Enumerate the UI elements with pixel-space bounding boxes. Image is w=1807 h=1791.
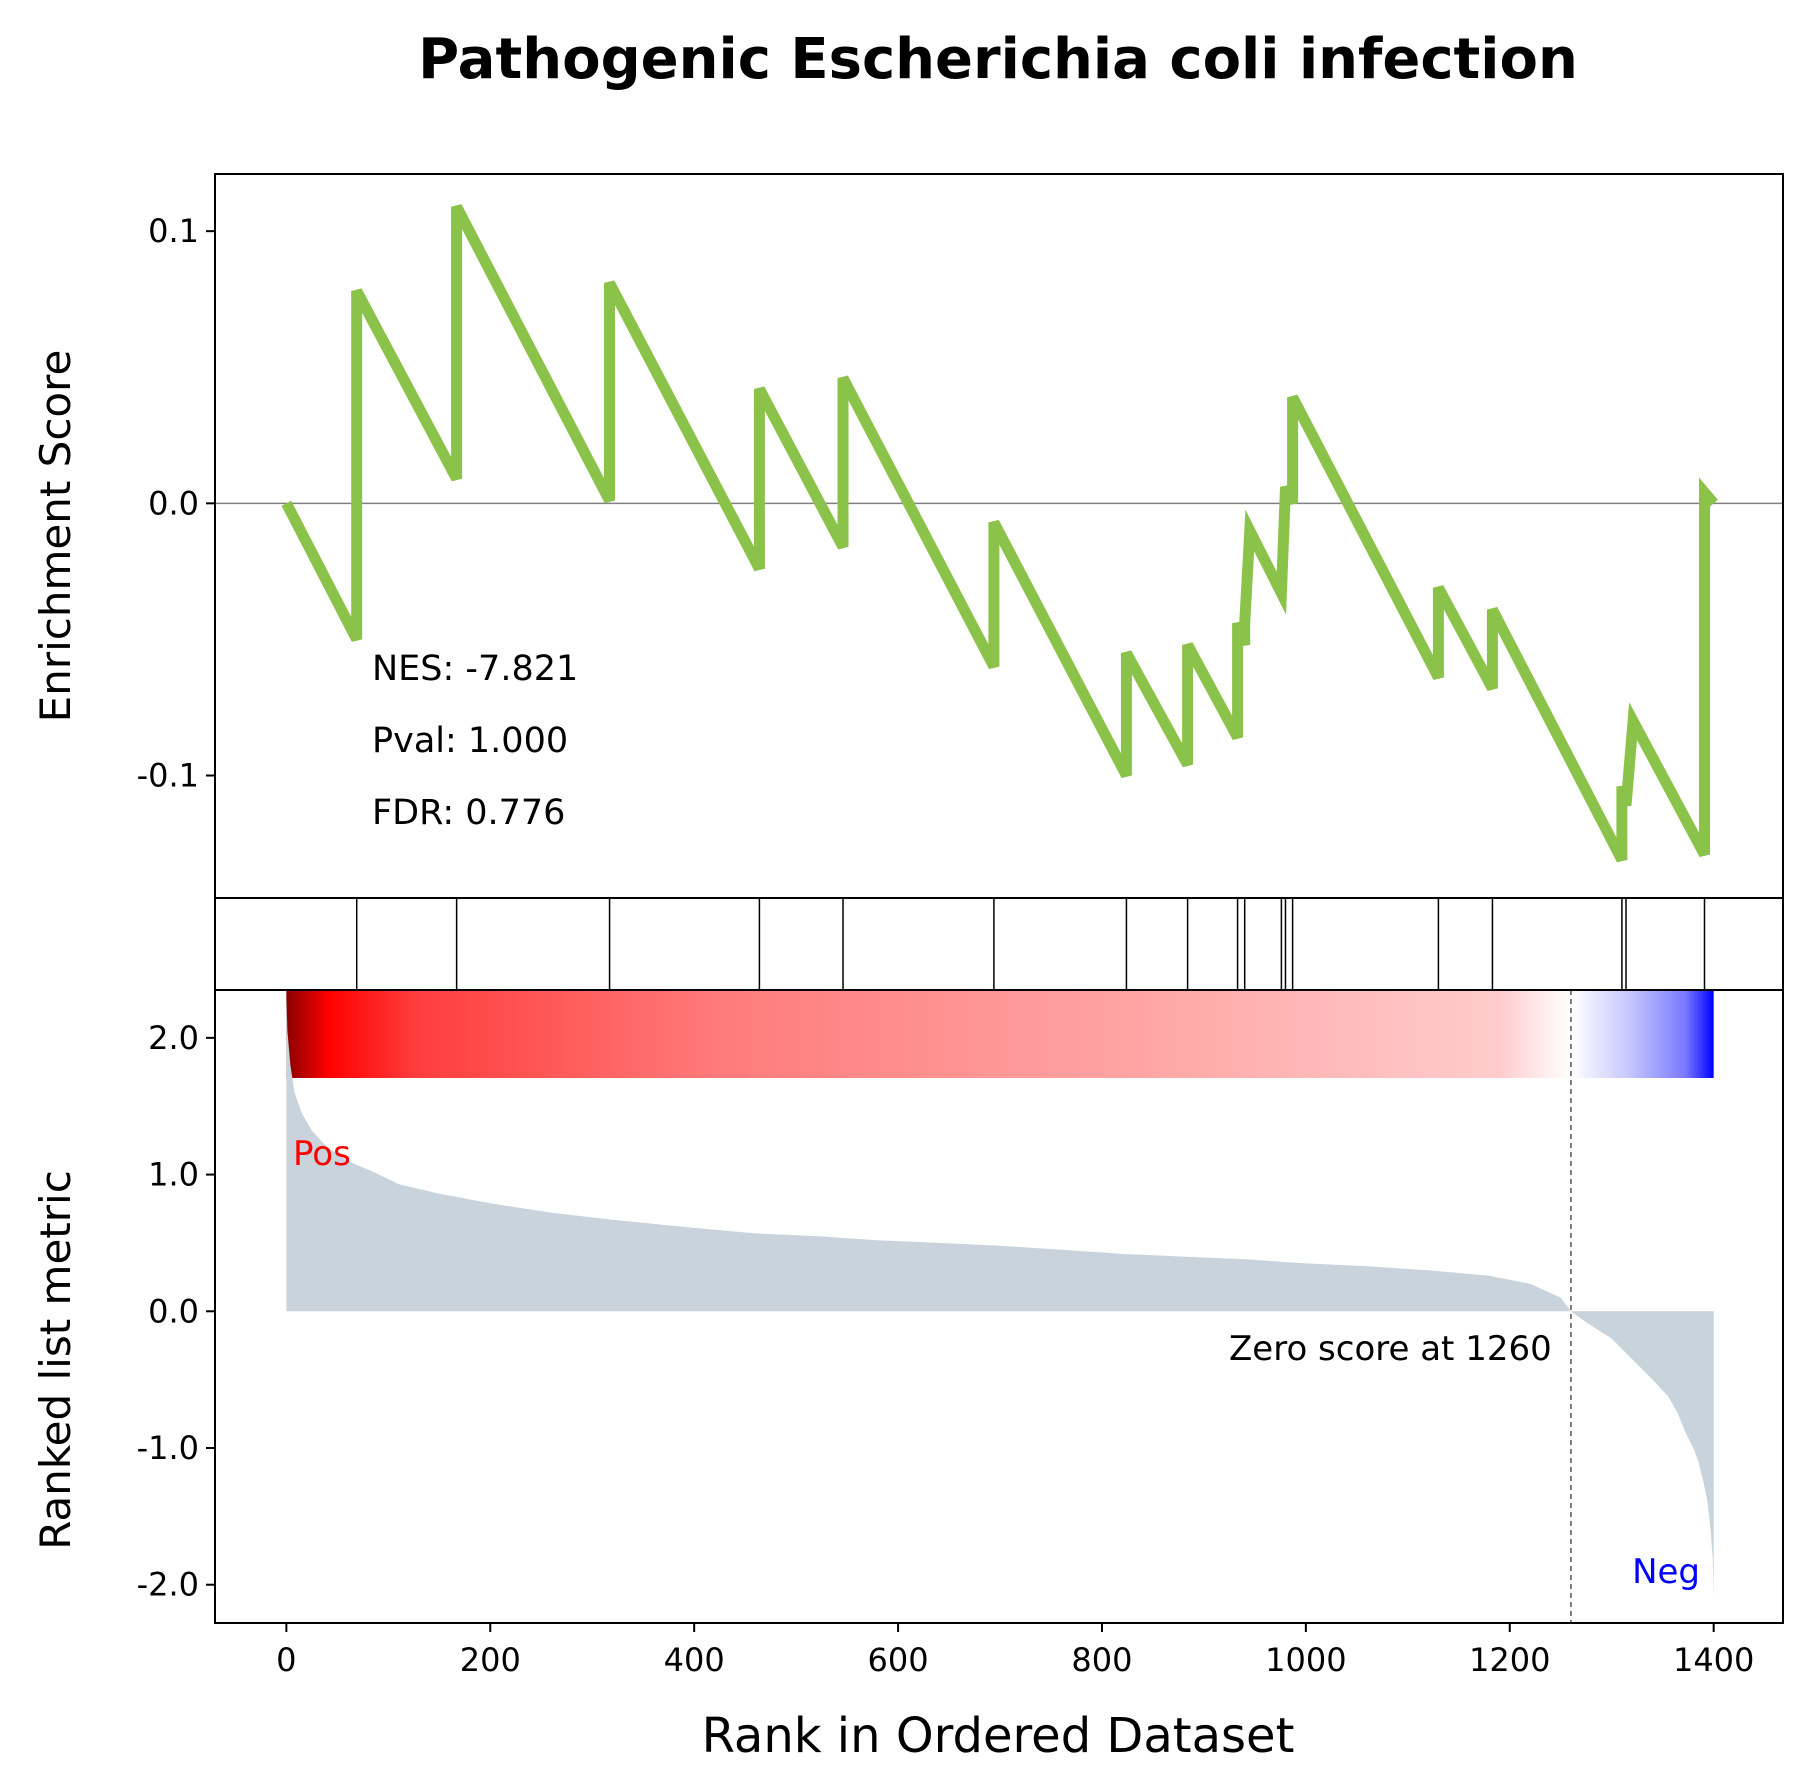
enrichment-score-panel: 0.1 0.0 -0.1 NES: -7.821 Pval: 1.000 FDR: …	[31, 173, 1784, 899]
ranked-y-tick-label: 0.0	[148, 1292, 199, 1330]
ranked-color-bar	[286, 990, 1714, 1078]
x-ticks: 0 200 400 600 800 1000 1200 1400	[276, 1623, 1754, 1679]
ranked-panel-frame	[214, 989, 1784, 1624]
ranked-y-tick-label: -1.0	[137, 1429, 199, 1467]
pval-text: Pval: 1.000	[372, 721, 568, 761]
x-tick-label: 1200	[1469, 1641, 1550, 1679]
es-y-ticks: 0.1 0.0 -0.1	[137, 212, 215, 795]
x-axis-label: Rank in Ordered Dataset	[702, 1708, 1295, 1764]
es-y-tick-label: -0.1	[137, 757, 199, 795]
ranked-y-tick-label: -2.0	[137, 1566, 199, 1604]
ranked-list-panel: Pos Neg Zero score at 1260 2.0 1.0 0.0 -1.0…	[31, 989, 1784, 1764]
ranked-metric-area	[286, 996, 1714, 1599]
ranked-y-tick-label: 2.0	[148, 1019, 199, 1057]
x-tick-label: 0	[276, 1641, 296, 1679]
x-tick-label: 1000	[1265, 1641, 1346, 1679]
x-tick-label: 800	[1071, 1641, 1132, 1679]
ranked-y-tick-label: 1.0	[148, 1156, 199, 1194]
ranked-y-ticks: 2.0 1.0 0.0 -1.0 -2.0	[137, 1019, 215, 1604]
hits-panel	[214, 897, 1784, 991]
x-tick-label: 1400	[1673, 1641, 1754, 1679]
ranked-y-axis-label: Ranked list metric	[31, 1170, 80, 1550]
chart-title: Pathogenic Escherichia coli infection	[418, 27, 1578, 92]
neg-label: Neg	[1632, 1552, 1700, 1592]
es-y-tick-label: 0.0	[148, 484, 199, 522]
hit-lines	[355, 898, 1706, 990]
x-tick-label: 200	[460, 1641, 521, 1679]
x-tick-label: 400	[664, 1641, 725, 1679]
es-y-axis-label: Enrichment Score	[31, 350, 80, 723]
zero-score-text: Zero score at 1260	[1229, 1329, 1552, 1369]
hits-panel-frame	[214, 897, 1784, 991]
nes-text: NES: -7.821	[372, 649, 578, 689]
fdr-text: FDR: 0.776	[372, 793, 565, 833]
pos-label: Pos	[293, 1134, 351, 1174]
enrichment-score-line	[281, 204, 1718, 863]
es-y-tick-label: 0.1	[148, 212, 199, 250]
x-tick-label: 600	[868, 1641, 929, 1679]
